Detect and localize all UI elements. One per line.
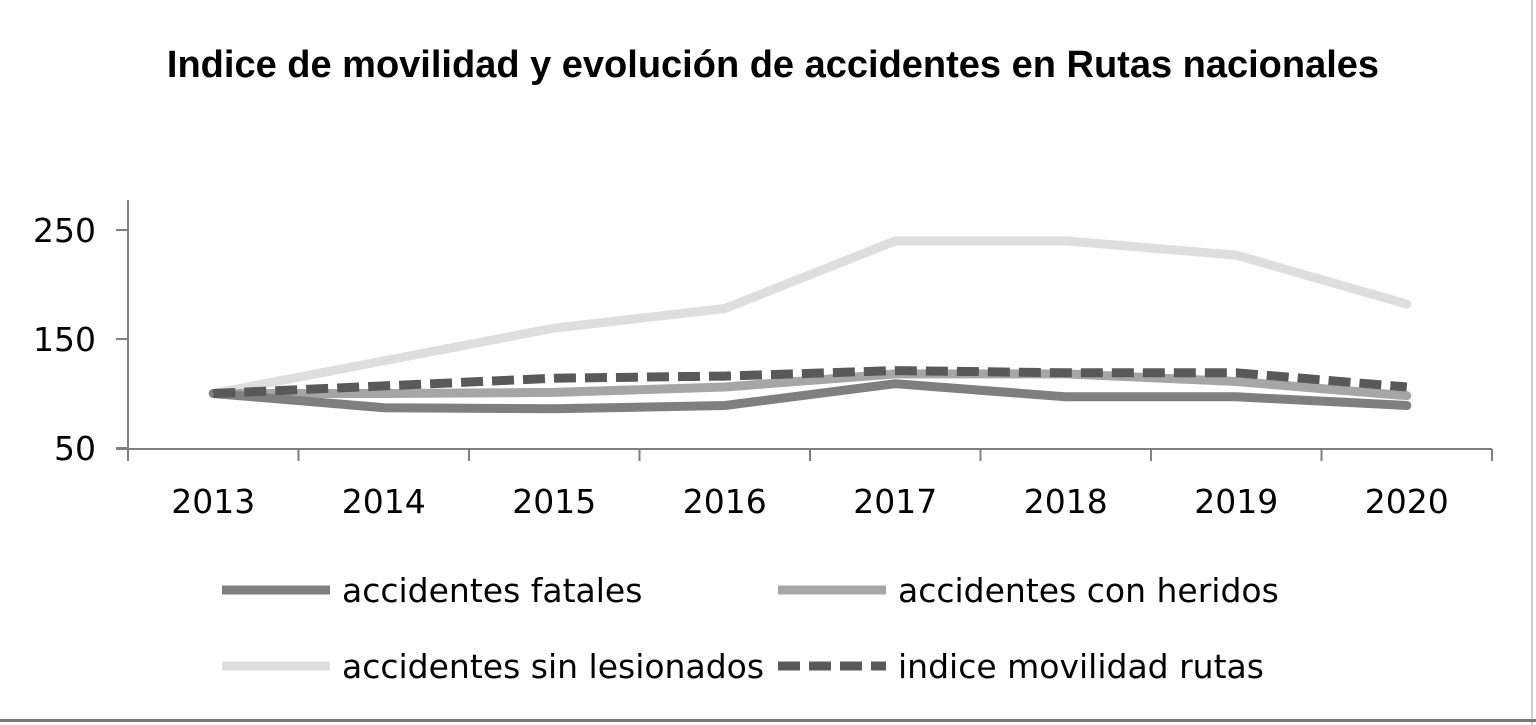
series-line-accidentes-fatales [208,379,1412,414]
chart-series [208,236,1412,414]
x-tick-labels: 2013 2014 2015 2016 2017 2018 2019 2020 [171,482,1448,521]
x-tick-label: 2020 [1365,482,1449,521]
y-tick-label: 50 [54,429,96,468]
legend-label: accidentes con heridos [898,571,1279,610]
series-line-accidentes-con-heridos [208,369,1412,401]
x-tick-label: 2016 [683,482,767,521]
x-tick-label: 2018 [1024,482,1108,521]
chart-axes [116,200,1493,461]
legend-label: indice movilidad rutas [898,647,1264,686]
y-tick-label: 250 [33,211,96,250]
x-tick-label: 2019 [1194,482,1278,521]
x-tick-label: 2015 [512,482,596,521]
chart-title: Indice de movilidad y evolución de accid… [166,44,1380,86]
y-tick-labels: 250 150 50 [33,211,96,468]
x-tick-label: 2014 [342,482,426,521]
x-tick-label: 2017 [853,482,937,521]
series-line-accidentes-sin-lesionados [208,236,1412,398]
legend-label: accidentes sin lesionados [342,647,764,686]
legend-label: accidentes fatales [342,571,642,610]
chart-legend: accidentes fatales accidentes con heridos… [222,571,1279,686]
frame-bottom-edge [0,719,1536,722]
y-tick-label: 150 [33,320,96,359]
x-tick-label: 2013 [171,482,255,521]
series-line-indice-movilidad-rutas [213,366,1408,398]
frame-right-edge [1531,0,1533,725]
